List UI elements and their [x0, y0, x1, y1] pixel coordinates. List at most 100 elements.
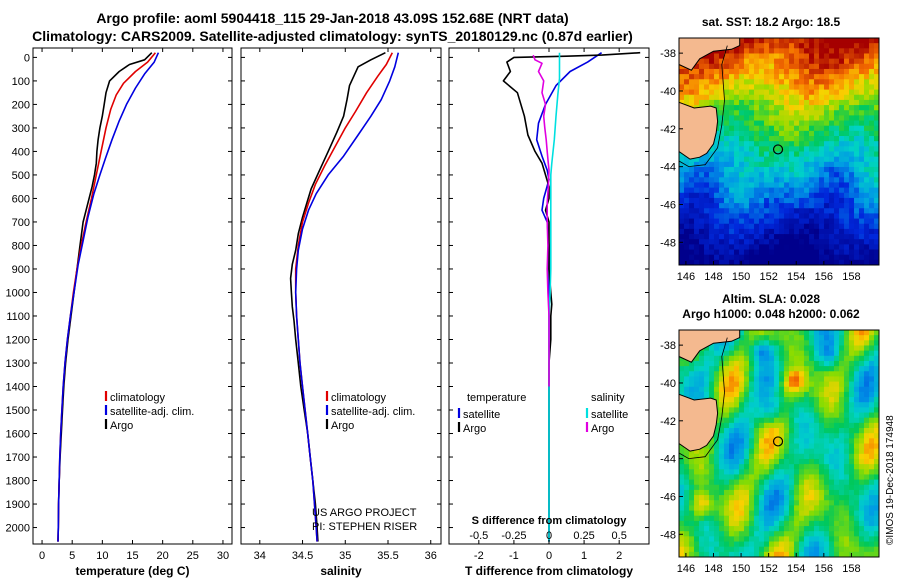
- heatmap-cell: [799, 443, 805, 450]
- heatmap-cell: [819, 125, 825, 132]
- heatmap-cell: [699, 381, 705, 388]
- heatmap-cell: [784, 254, 790, 261]
- heatmap-cell: [764, 469, 770, 475]
- heatmap-cell: [774, 68, 780, 75]
- heatmap-cell: [684, 239, 690, 245]
- heatmap-cell: [734, 489, 740, 496]
- heatmap-cell: [709, 177, 715, 183]
- heatmap-cell: [804, 350, 810, 357]
- heatmap-cell: [874, 464, 880, 470]
- heatmap-cell: [864, 130, 870, 137]
- series-line-temperature-satellite: [535, 52, 603, 542]
- heatmap-cell: [764, 428, 770, 434]
- heatmap-cell: [784, 386, 790, 393]
- heatmap-cell: [809, 428, 815, 434]
- heatmap-cell: [774, 130, 780, 137]
- heatmap-cell: [774, 38, 780, 44]
- heatmap-cell: [744, 417, 750, 424]
- heatmap-cell: [839, 448, 845, 455]
- heatmap-cell: [764, 541, 770, 548]
- heatmap-cell: [864, 335, 870, 341]
- heatmap-cell: [749, 94, 755, 101]
- heatmap-cell: [784, 259, 790, 266]
- heatmap-cell: [769, 350, 775, 357]
- heatmap-cell: [689, 469, 695, 475]
- sst-map-title: sat. SST: 18.2 Argo: 18.5: [702, 15, 841, 29]
- heatmap-cell: [789, 345, 795, 352]
- heatmap-cell: [719, 74, 725, 80]
- heatmap-cell: [789, 360, 795, 367]
- heatmap-cell: [754, 495, 760, 501]
- heatmap-cell: [724, 381, 730, 388]
- heatmap-cell: [694, 192, 700, 199]
- heatmap-cell: [869, 172, 875, 178]
- heatmap-cell: [699, 520, 705, 527]
- heatmap-cell: [769, 381, 775, 388]
- depth-tick-label: 1800: [6, 476, 30, 488]
- heatmap-cell: [819, 68, 825, 75]
- heatmap-cell: [844, 438, 850, 444]
- heatmap-cell: [684, 515, 690, 522]
- heatmap-cell: [699, 239, 705, 245]
- heatmap-cell: [679, 161, 685, 168]
- heatmap-cell: [839, 500, 845, 506]
- heatmap-cell: [799, 234, 805, 240]
- heatmap-cell: [719, 244, 725, 250]
- heatmap-cell: [859, 402, 865, 408]
- heatmap-cell: [819, 161, 825, 168]
- heatmap-cell: [824, 510, 830, 517]
- heatmap-cell: [689, 520, 695, 527]
- heatmap-cell: [684, 68, 690, 75]
- heatmap-cell: [799, 340, 805, 346]
- heatmap-cell: [874, 428, 880, 434]
- heatmap-cell: [699, 489, 705, 496]
- heatmap-cell: [784, 239, 790, 245]
- heatmap-cell: [859, 38, 865, 44]
- heatmap-cell: [709, 94, 715, 101]
- heatmap-cell: [784, 515, 790, 522]
- heatmap-cell: [834, 546, 840, 553]
- heatmap-cell: [754, 453, 760, 460]
- heatmap-cell: [734, 510, 740, 517]
- heatmap-cell: [739, 536, 745, 542]
- heatmap-cell: [734, 177, 740, 183]
- heatmap-cell: [729, 417, 735, 424]
- heatmap-cell: [709, 192, 715, 199]
- heatmap-cell: [854, 203, 860, 209]
- heatmap-cell: [819, 479, 825, 486]
- heatmap-cell: [834, 500, 840, 506]
- heatmap-cell: [784, 402, 790, 408]
- heatmap-cell: [779, 345, 785, 352]
- heatmap-cell: [834, 464, 840, 470]
- heatmap-cell: [844, 259, 850, 266]
- heatmap-cell: [819, 417, 825, 424]
- heatmap-cell: [819, 469, 825, 475]
- heatmap-cell: [684, 551, 690, 558]
- heatmap-cell: [854, 125, 860, 132]
- heatmap-cell: [679, 453, 685, 460]
- depth-tick-label: 100: [12, 76, 30, 88]
- heatmap-cell: [754, 48, 760, 54]
- heatmap-cell: [814, 68, 820, 75]
- heatmap-cell: [739, 546, 745, 553]
- heatmap-cell: [724, 500, 730, 506]
- heatmap-cell: [789, 464, 795, 470]
- heatmap-cell: [874, 345, 880, 352]
- heatmap-cell: [679, 218, 685, 225]
- heatmap-cell: [829, 510, 835, 517]
- heatmap-cell: [704, 213, 710, 219]
- heatmap-cell: [679, 68, 685, 75]
- heatmap-cell: [804, 99, 810, 106]
- heatmap-cell: [799, 489, 805, 496]
- heatmap-cell: [844, 130, 850, 137]
- heatmap-cell: [804, 110, 810, 116]
- heatmap-cell: [779, 208, 785, 214]
- heatmap-cell: [809, 469, 815, 475]
- heatmap-cell: [689, 366, 695, 372]
- heatmap-cell: [789, 151, 795, 158]
- heatmap-cell: [764, 443, 770, 450]
- heatmap-cell: [789, 74, 795, 80]
- heatmap-cell: [829, 366, 835, 372]
- heatmap-cell: [739, 520, 745, 527]
- x-tick-label: 30: [217, 550, 229, 562]
